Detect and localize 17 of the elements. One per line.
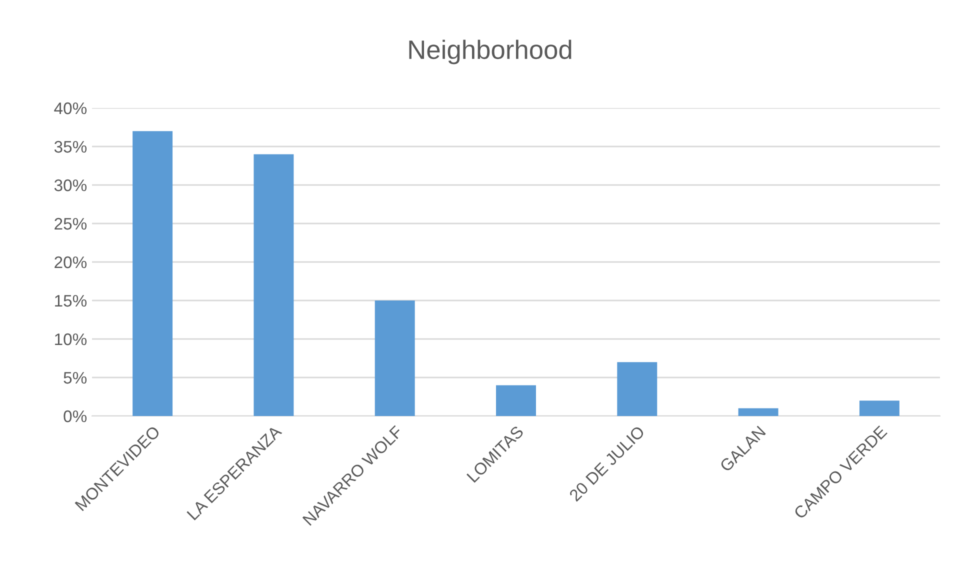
- bar: [254, 154, 294, 416]
- bar: [132, 131, 173, 416]
- y-tick-label: 5%: [64, 372, 87, 384]
- y-tick-label: 0%: [64, 410, 87, 422]
- bar: [496, 385, 536, 416]
- y-tick-label: 35%: [54, 140, 87, 153]
- bar: [738, 408, 778, 416]
- chart-title: Neighborhood: [409, 40, 572, 64]
- y-tick-label: 15%: [55, 294, 87, 307]
- y-tick-label: 10%: [55, 333, 87, 346]
- y-tick-label: 25%: [54, 218, 87, 230]
- y-tick-label: 30%: [54, 179, 87, 192]
- y-tick-label: 40%: [54, 102, 87, 114]
- y-tick-label: 20%: [54, 256, 87, 268]
- bar: [617, 362, 658, 416]
- bar: [374, 300, 415, 416]
- bar: [859, 400, 900, 416]
